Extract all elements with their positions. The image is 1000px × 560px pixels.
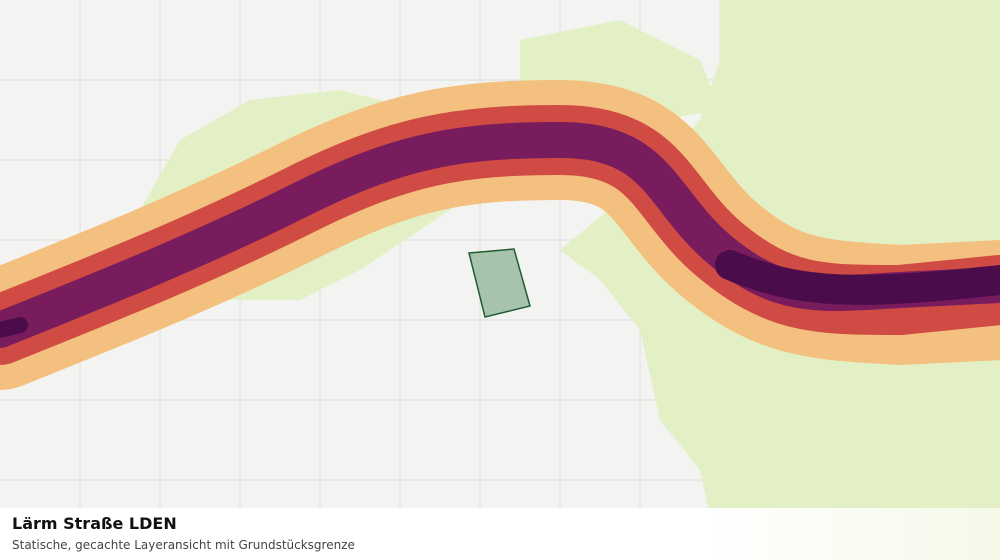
noise-bands bbox=[0, 80, 1000, 390]
layer-subtitle: Statische, gecachte Layeransicht mit Gru… bbox=[12, 538, 355, 552]
parcel-boundary[interactable] bbox=[468, 248, 531, 318]
layer-title: Lärm Straße LDEN bbox=[12, 514, 177, 533]
legend-box: Lärm Straße LDEN Statische, gecachte Lay… bbox=[0, 508, 1000, 560]
